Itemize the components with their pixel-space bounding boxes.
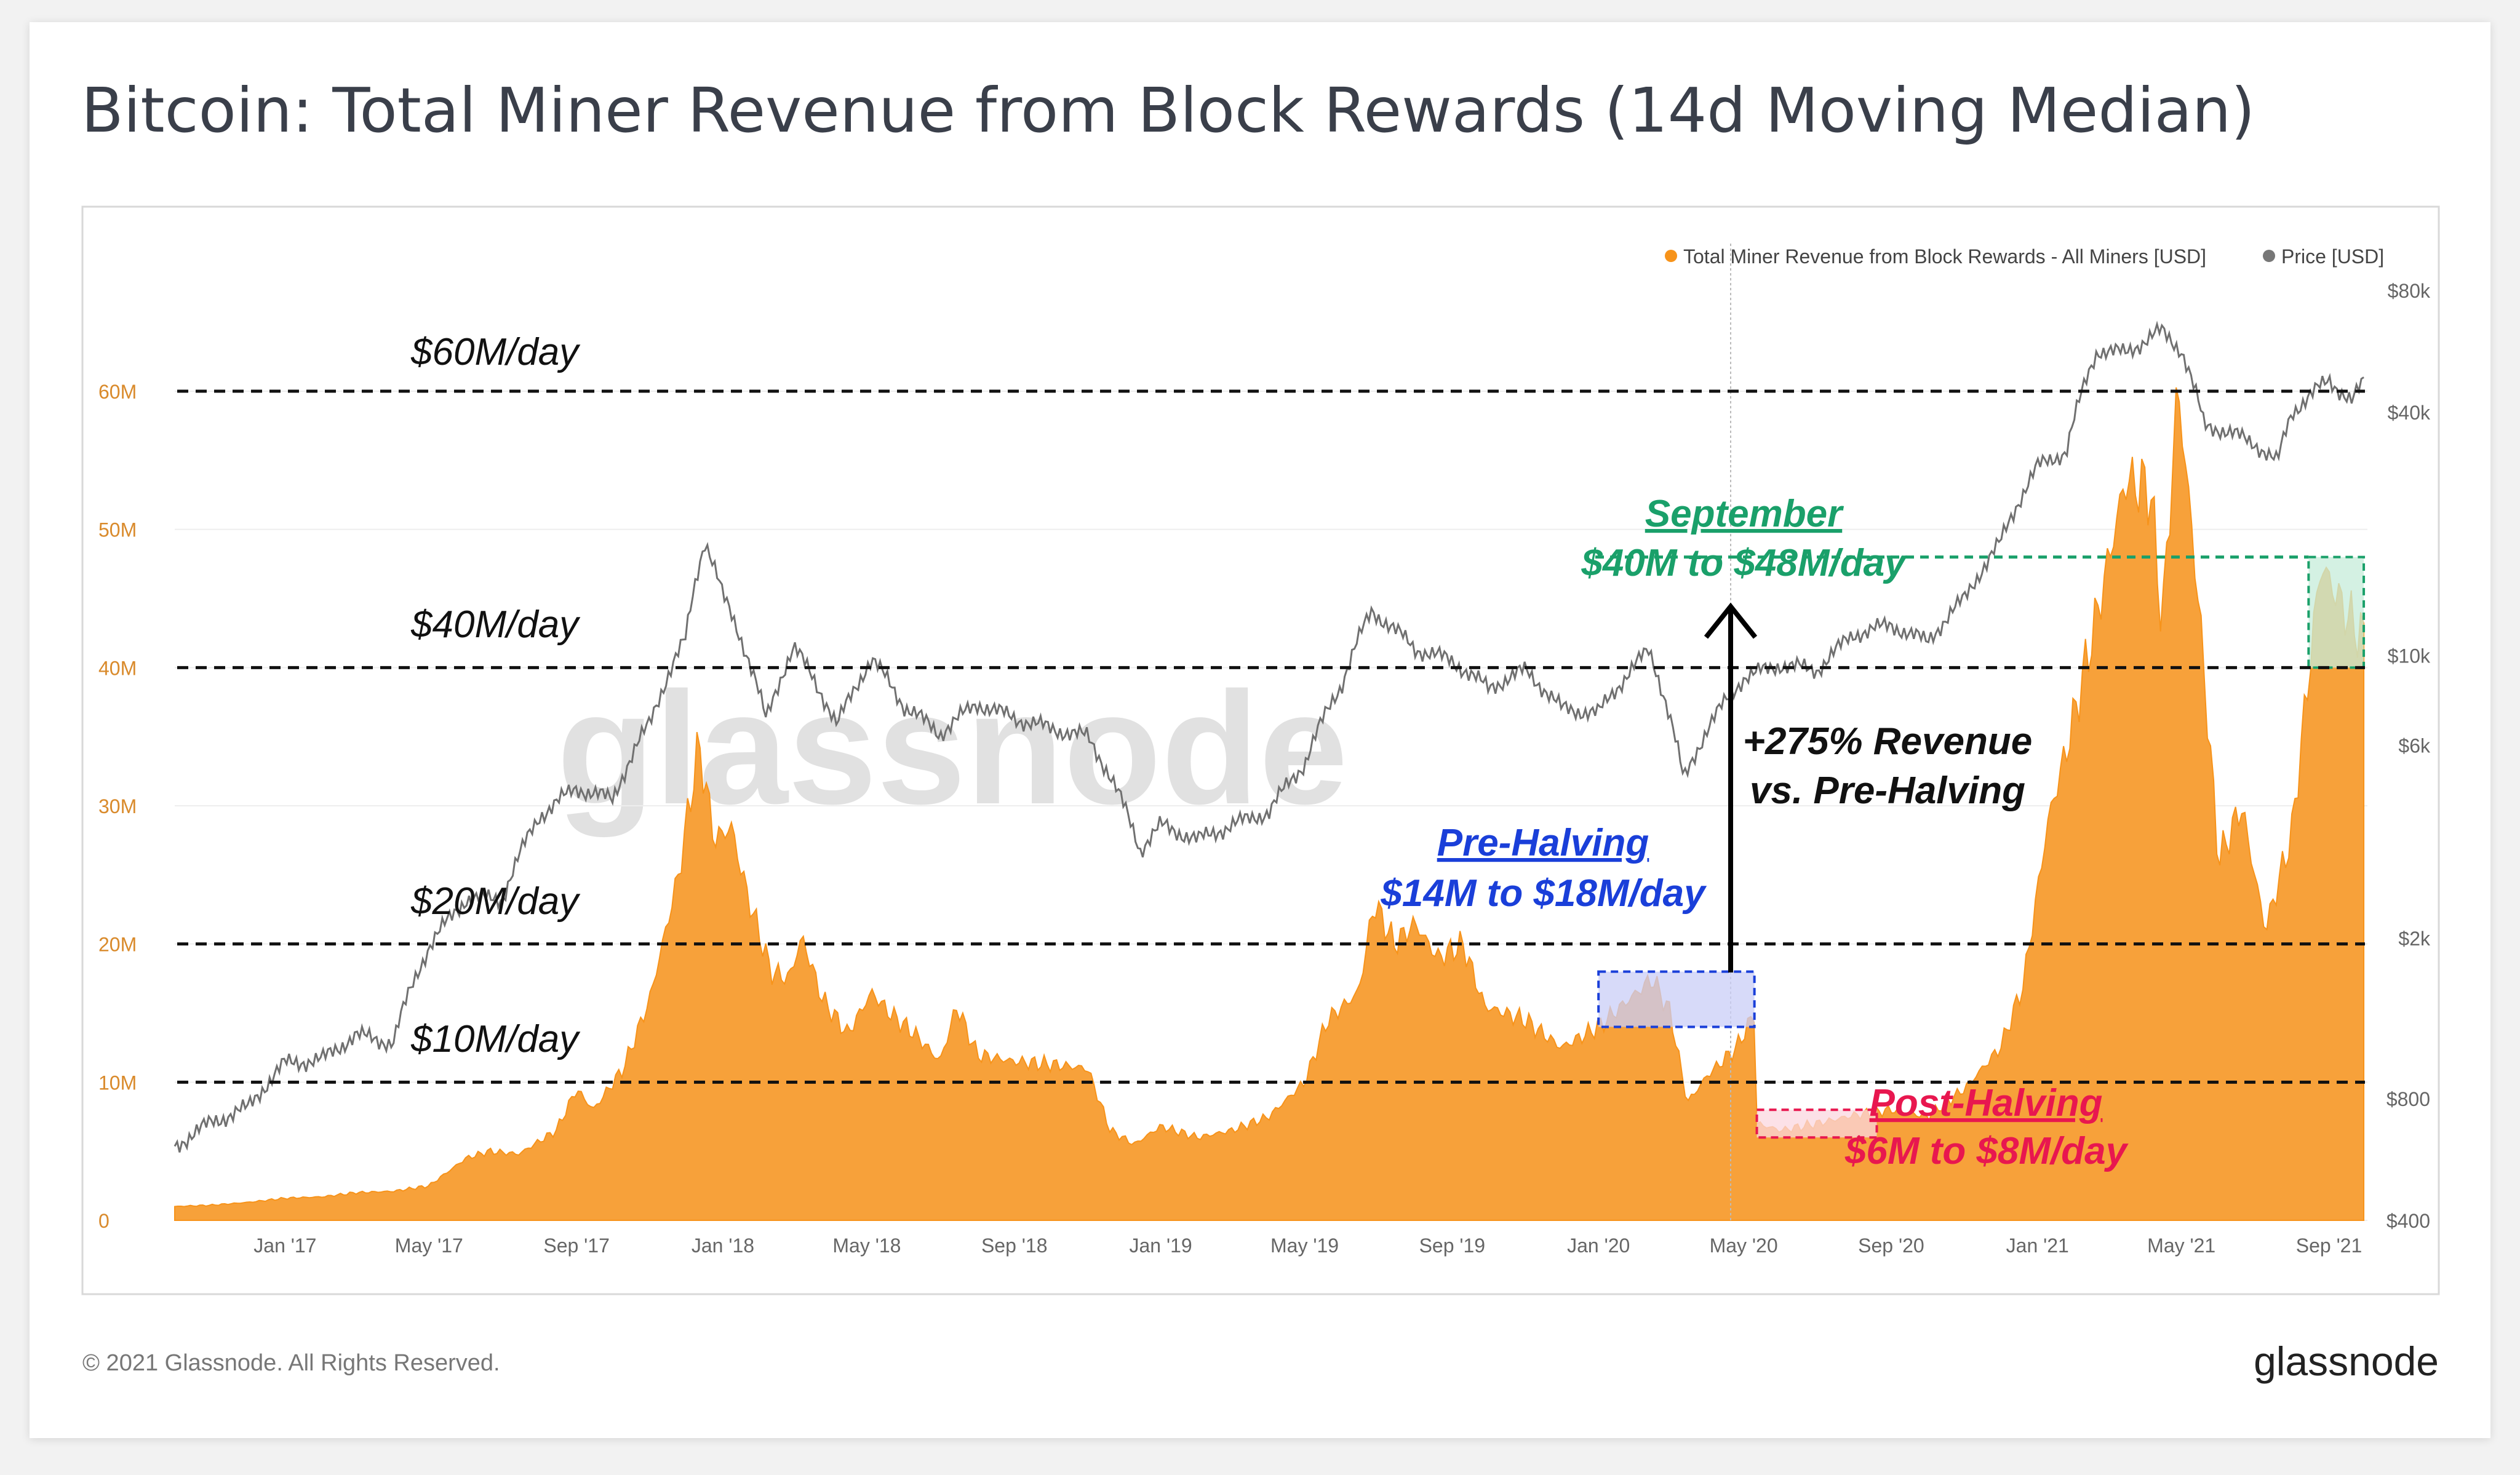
september-range: $40M to $48M/day [1581, 542, 1908, 584]
x-tick-label: May '19 [1270, 1234, 1339, 1257]
y-left-tick-label: 40M [98, 657, 137, 679]
chart-title: Bitcoin: Total Miner Revenue from Block … [81, 74, 2255, 146]
y-right-tick-label: $10k [2388, 645, 2431, 667]
post-halving-title: Post-Halving [1870, 1082, 2103, 1124]
x-tick-label: Jan '17 [253, 1234, 316, 1257]
x-tick-label: Sep '19 [1419, 1234, 1486, 1257]
axes: 0 10M 20M 30M 40M 50M 60M $400 $800 $2k $6k $10k $40… [98, 280, 2431, 1257]
line-10-label: $10M/day [410, 1018, 581, 1060]
y-right-tick-label: $6k [2398, 734, 2431, 757]
y-left-tick-label: 50M [98, 519, 137, 541]
growth-label-1: +275% Revenue [1743, 720, 2032, 763]
legend-price-label: Price [USD] [2281, 245, 2384, 268]
pre-halving-range: $14M to $18M/day [1380, 872, 1707, 915]
x-tick-label: Jan '19 [1129, 1234, 1192, 1257]
x-tick-label: Sep '21 [2296, 1234, 2362, 1257]
pre-halving-box [1597, 970, 1756, 1028]
line-40-label: $40M/day [410, 603, 581, 646]
revenue-series [174, 387, 2365, 1221]
line-60-label: $60M/day [410, 331, 581, 373]
footer-brand-logo: glassnode [2254, 1338, 2439, 1384]
x-tick-label: Jan '21 [2006, 1234, 2069, 1257]
growth-label-2: vs. Pre-Halving [1750, 769, 2025, 812]
legend-revenue-swatch [1665, 250, 1677, 262]
highlight-boxes [1595, 555, 2366, 1139]
price-line [173, 320, 2364, 1153]
revenue-area [174, 387, 2365, 1221]
legend-price-swatch [2263, 250, 2275, 262]
reference-lines [177, 389, 2365, 1084]
line-20-label: $20M/day [410, 880, 581, 923]
y-left-tick-label: 60M [98, 381, 137, 403]
x-tick-label: May '18 [832, 1234, 901, 1257]
legend-revenue-label: Total Miner Revenue from Block Rewards -… [1683, 245, 2206, 268]
x-tick-label: May '17 [395, 1234, 463, 1257]
x-tick-label: Jan '18 [692, 1234, 754, 1257]
y-right-tick-label: $400 [2386, 1210, 2430, 1232]
y-left-tick-label: 10M [98, 1071, 137, 1094]
y-left-tick-label: 0 [98, 1210, 110, 1232]
september-box [2307, 555, 2366, 669]
footer-copyright: © 2021 Glassnode. All Rights Reserved. [82, 1350, 500, 1376]
x-tick-label: May '21 [2147, 1234, 2215, 1257]
post-halving-box [1755, 1108, 1878, 1139]
y-right-tick-label: $80k [2388, 280, 2431, 302]
growth-arrowhead [1704, 602, 1758, 639]
pre-halving-title: Pre-Halving [1437, 822, 1649, 864]
x-tick-label: May '20 [1710, 1234, 1778, 1257]
chart-card: Bitcoin: Total Miner Revenue from Block … [30, 22, 2490, 1438]
y-left-tick-label: 20M [98, 934, 137, 956]
x-tick-label: Sep '17 [543, 1234, 610, 1257]
september-title: September [1645, 493, 1844, 535]
watermark: glassnode [557, 659, 1348, 838]
y-right-tick-label: $800 [2386, 1088, 2430, 1110]
y-right-tick-label: $2k [2398, 928, 2431, 950]
y-left-tick-label: 30M [98, 795, 137, 817]
x-tick-label: Jan '20 [1567, 1234, 1630, 1257]
y-right-tick-label: $40k [2388, 402, 2431, 424]
post-halving-range: $6M to $8M/day [1844, 1130, 2129, 1172]
x-tick-label: Sep '18 [981, 1234, 1048, 1257]
x-tick-label: Sep '20 [1858, 1234, 1924, 1257]
chart-canvas: Bitcoin: Total Miner Revenue from Block … [81, 74, 2440, 1384]
